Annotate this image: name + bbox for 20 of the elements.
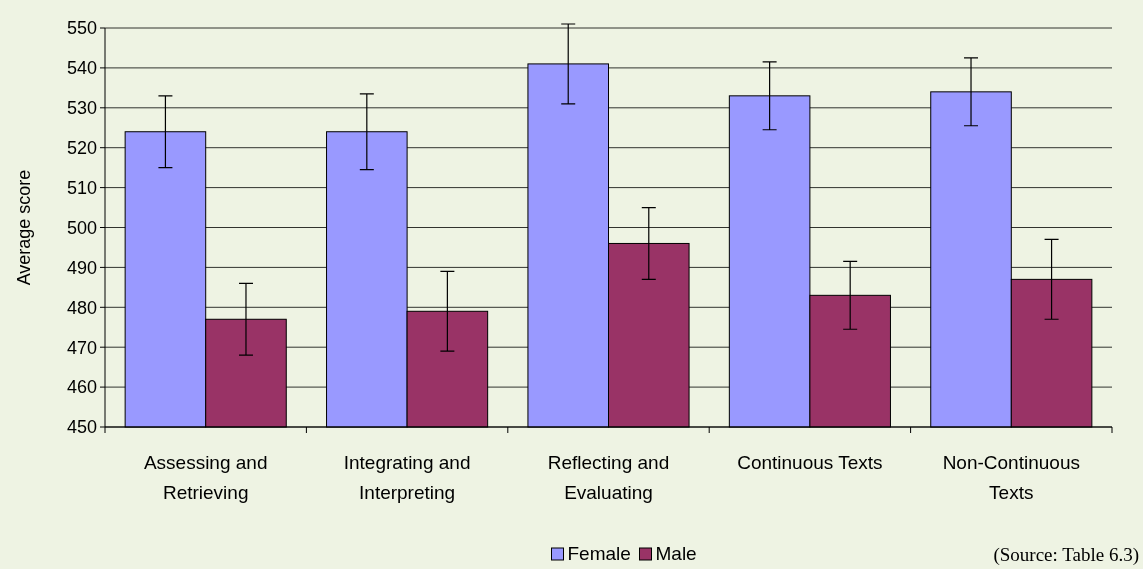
y-tick-label: 540 xyxy=(66,58,97,79)
y-tick-label: 470 xyxy=(66,337,97,358)
x-tick-label: Non-Continuous Texts xyxy=(942,452,1080,503)
y-tick-label: 550 xyxy=(66,18,97,39)
y-tick-label: 500 xyxy=(66,217,97,238)
y-tick-label: 520 xyxy=(66,138,97,158)
y-tick-label: 450 xyxy=(66,417,97,438)
x-tick-label: Integrating and Interpreting xyxy=(343,452,471,503)
x-tick-label: Assessing and Retrieving xyxy=(143,452,268,503)
y-tick-label: 490 xyxy=(66,257,97,278)
legend-label: Male xyxy=(655,543,697,564)
legend-label: Female xyxy=(567,543,631,564)
y-tick-label: 460 xyxy=(66,377,97,398)
x-tick-label: Reflecting and Evaluating xyxy=(547,452,670,503)
text: (Source: Table 6.3) xyxy=(993,544,1139,566)
y-tick-label: 530 xyxy=(66,98,97,119)
y-tick-label: 480 xyxy=(66,297,97,318)
y-tick-label: 510 xyxy=(66,177,97,198)
y-axis-title: Average score xyxy=(14,169,34,286)
x-tick-label: Continuous Texts xyxy=(737,452,883,473)
